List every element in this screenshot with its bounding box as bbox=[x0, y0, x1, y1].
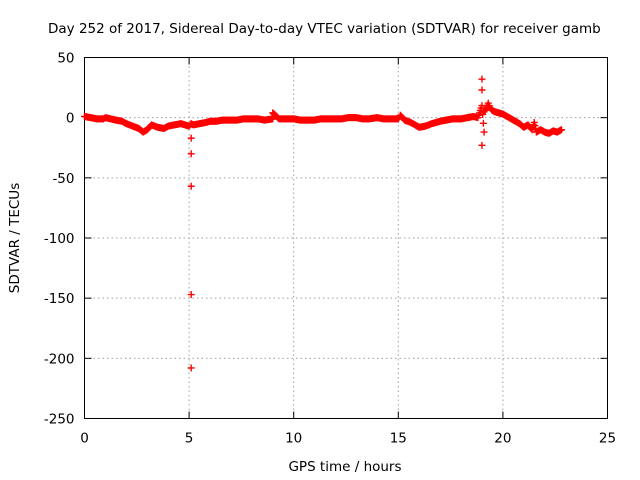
data-point bbox=[477, 104, 485, 112]
y-tick-label: 50 bbox=[57, 51, 74, 67]
grid bbox=[84, 57, 608, 419]
x-tick-label: 10 bbox=[285, 431, 302, 447]
data-point bbox=[557, 126, 565, 134]
data-point-band bbox=[81, 101, 565, 137]
x-tick-label: 20 bbox=[494, 431, 511, 447]
y-tick-label: -150 bbox=[44, 291, 75, 307]
data-point bbox=[187, 291, 195, 299]
data-point bbox=[479, 110, 487, 118]
data-point bbox=[478, 141, 486, 149]
x-tick-label: 0 bbox=[80, 431, 89, 447]
axis-ticks: 50 0 -50 -100 -150 -200 -250 0 5 10 15 20 25 bbox=[44, 51, 616, 447]
x-tick-label: 15 bbox=[390, 431, 407, 447]
data-point bbox=[530, 121, 538, 129]
y-tick-label: 0 bbox=[66, 111, 75, 127]
x-axis-label: GPS time / hours bbox=[288, 459, 401, 475]
data-point bbox=[478, 86, 486, 94]
data-point bbox=[187, 182, 195, 190]
data-point bbox=[479, 119, 487, 127]
data-point bbox=[187, 134, 195, 142]
x-tick-label: 5 bbox=[185, 431, 194, 447]
data-point bbox=[480, 128, 488, 136]
data-point bbox=[187, 150, 195, 158]
y-tick-label: -100 bbox=[44, 231, 75, 247]
data-point bbox=[478, 75, 486, 83]
data-points bbox=[81, 75, 565, 372]
y-tick-label: -50 bbox=[52, 171, 74, 187]
y-tick-label: -250 bbox=[44, 412, 75, 428]
x-tick-label: 25 bbox=[599, 431, 616, 447]
y-tick-label: -200 bbox=[44, 351, 75, 367]
data-point bbox=[187, 364, 195, 372]
data-point bbox=[268, 115, 276, 123]
chart-title: Day 252 of 2017, Sidereal Day-to-day VTE… bbox=[48, 21, 601, 37]
y-axis-label: SDTVAR / TECUs bbox=[7, 183, 23, 293]
